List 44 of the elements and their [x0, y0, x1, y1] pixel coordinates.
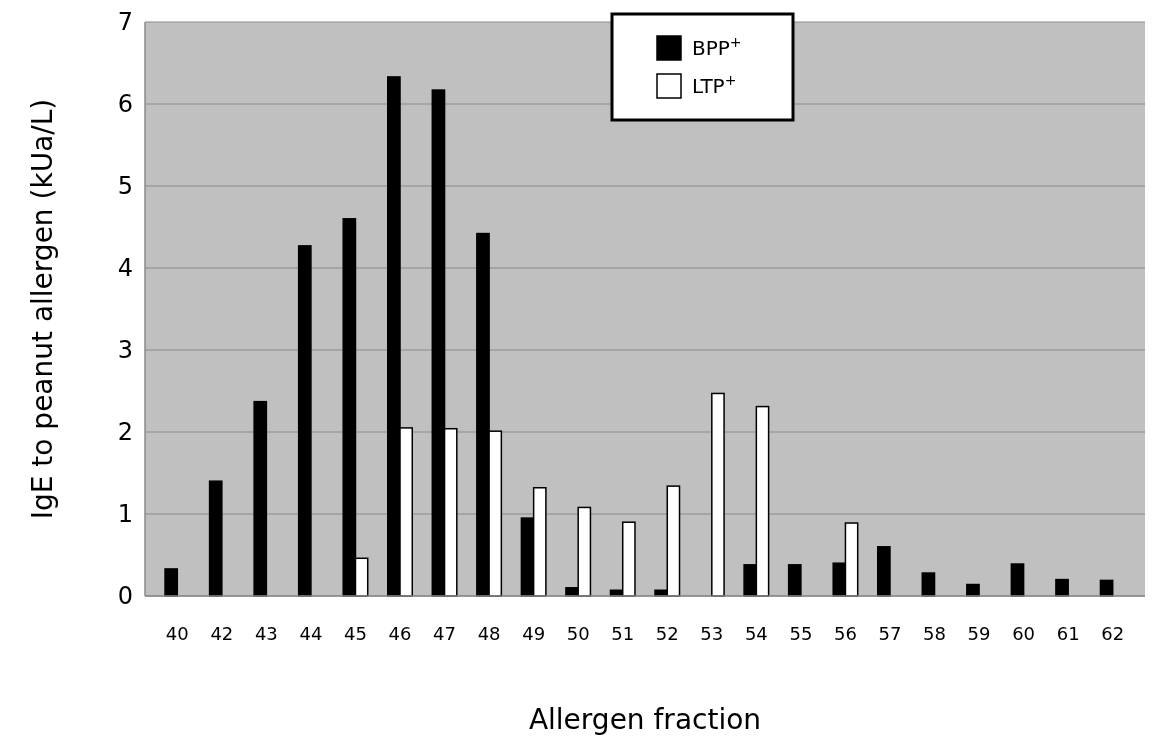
y-tick-label: 7 [117, 8, 133, 37]
y-axis-title: IgE to peanut allergen (kUa/L) [26, 98, 59, 520]
y-tick-label: 1 [117, 500, 133, 529]
legend-label: LTP$^{+}$ [692, 72, 737, 98]
bar [876, 546, 891, 597]
x-tick-label: 58 [923, 623, 946, 644]
x-tick-label: 54 [744, 623, 768, 644]
bar [787, 564, 802, 597]
bar [921, 572, 936, 597]
bar [164, 568, 179, 597]
bar [1055, 578, 1069, 597]
bar [208, 480, 223, 597]
x-tick-label: 62 [1101, 623, 1125, 644]
x-tick-label: 59 [967, 623, 991, 644]
y-tick-label: 6 [117, 90, 133, 119]
legend-label: BPP$^{+}$ [692, 34, 742, 60]
x-tick-label: 61 [1056, 623, 1080, 644]
bar [711, 392, 725, 597]
y-tick-label: 2 [117, 418, 133, 447]
bar [253, 400, 268, 597]
y-tick-label: 0 [117, 582, 133, 611]
x-tick-label: 50 [566, 623, 590, 644]
x-tick-label: 47 [433, 623, 457, 644]
x-axis-title: Allergen fraction [528, 703, 762, 736]
y-tick-label: 3 [117, 336, 133, 365]
x-tick-label: 48 [477, 623, 501, 644]
x-tick-label: 60 [1012, 623, 1036, 644]
bar [1010, 563, 1025, 597]
x-tick-label: 56 [833, 623, 857, 644]
y-tick-label: 4 [117, 254, 133, 283]
y-tick-label: 5 [117, 172, 133, 201]
x-tick-label: 40 [165, 623, 189, 644]
bar [297, 245, 312, 597]
x-tick-label: 55 [789, 623, 813, 644]
x-tick-label: 43 [254, 623, 278, 644]
x-tick-label: 49 [522, 623, 546, 644]
x-tick-label: 57 [878, 623, 902, 644]
x-tick-label: 51 [611, 623, 635, 644]
x-tick-label: 46 [388, 623, 412, 644]
x-tick-label: 53 [700, 623, 724, 644]
x-tick-label: 52 [655, 623, 679, 644]
x-tick-label: 44 [299, 623, 323, 644]
x-tick-label: 45 [344, 623, 367, 644]
x-tick-label: 42 [210, 623, 234, 644]
